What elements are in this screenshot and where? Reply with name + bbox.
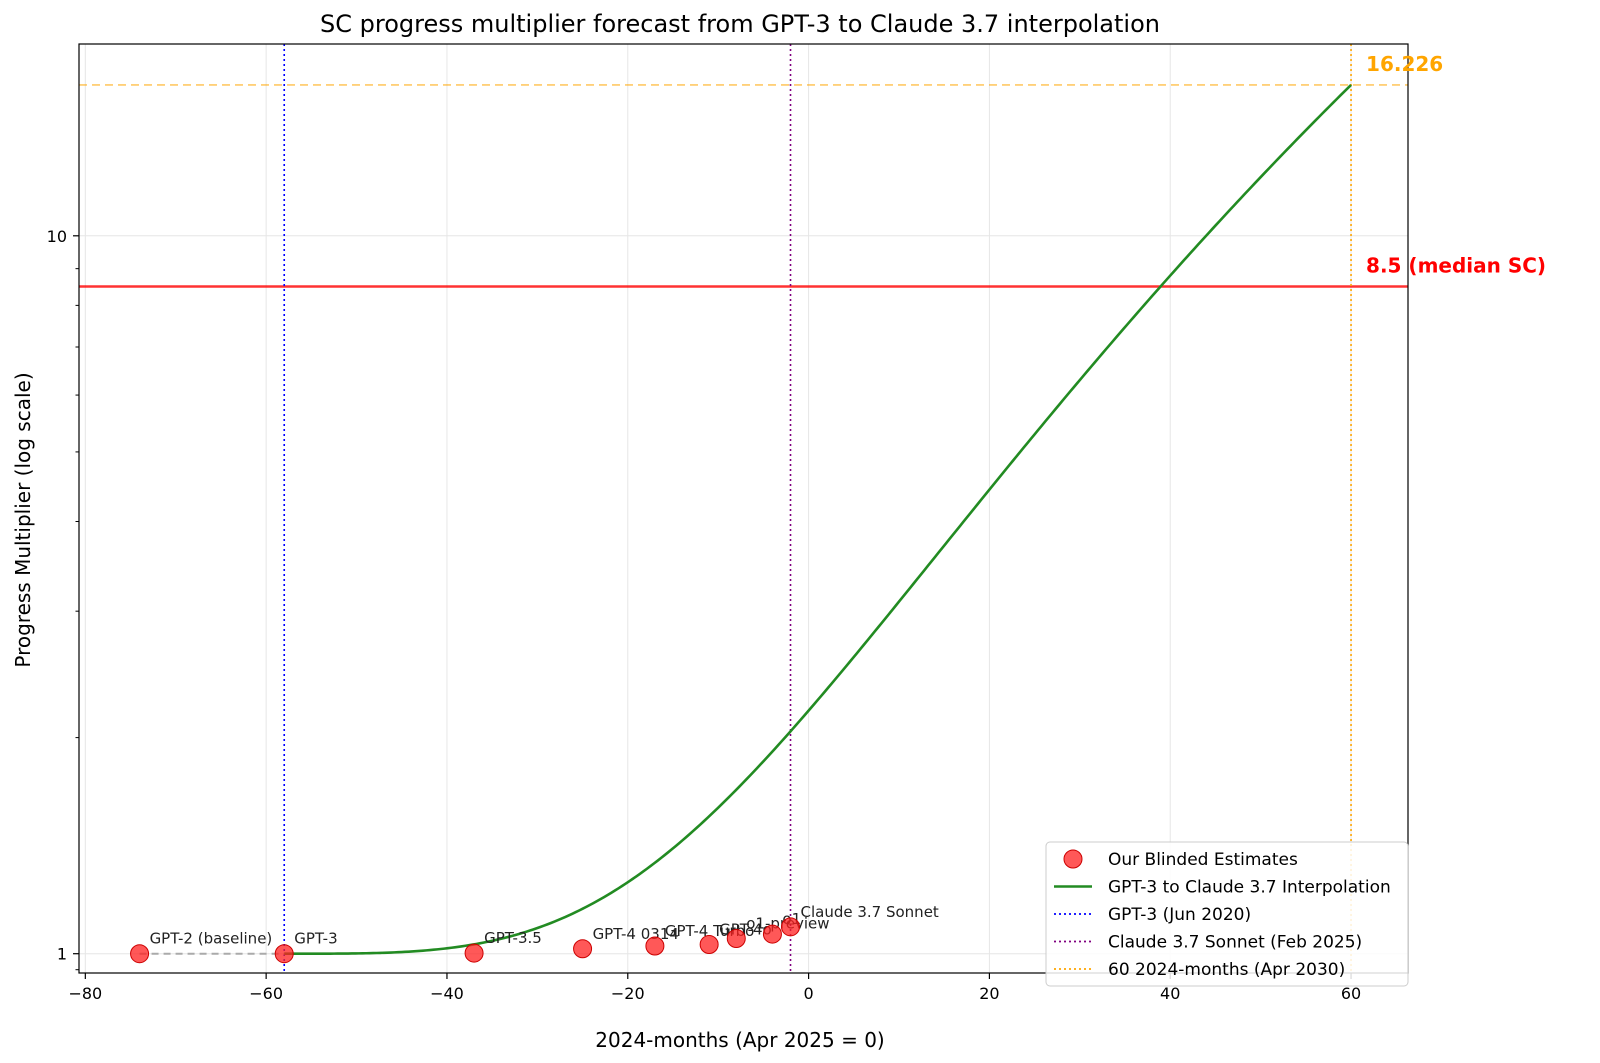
legend-label: Claude 3.7 Sonnet (Feb 2025): [1108, 933, 1362, 953]
data-point-label: GPT-3.5: [484, 929, 542, 947]
legend-box: [1045, 841, 1409, 987]
x-tick-label: 60: [1341, 984, 1361, 1003]
x-tick-label: −40: [430, 984, 464, 1003]
legend-label: GPT-3 (Jun 2020): [1108, 905, 1251, 925]
data-point: [645, 936, 665, 956]
interpolation-curve: [284, 83, 1352, 956]
data-point: [726, 928, 746, 948]
hline-annotation: 8.5 (median SC): [1366, 253, 1546, 277]
hline-annotation: 16.226: [1366, 52, 1443, 76]
data-point: [130, 944, 150, 964]
legend: Our Blinded Estimates GPT-3 to Claude 3.7…: [1045, 841, 1409, 987]
data-point: [781, 917, 801, 937]
x-tick-label: 40: [1160, 984, 1180, 1003]
y-tick-label: 10: [47, 227, 67, 246]
data-point-label: GPT-3: [294, 930, 337, 948]
plot-frame: [78, 43, 1409, 974]
x-axis-label: 2024-months (Apr 2025 = 0): [595, 1028, 884, 1052]
x-tick-label: 20: [979, 984, 999, 1003]
legend-label: Our Blinded Estimates: [1108, 850, 1298, 870]
x-tick-label: 0: [804, 984, 814, 1003]
x-tick-label: −60: [249, 984, 283, 1003]
x-tick-label: −20: [611, 984, 645, 1003]
data-point: [762, 924, 782, 944]
plot-content: [79, 44, 1408, 973]
data-point: [573, 939, 593, 959]
data-point-label: GPT-2 (baseline): [150, 930, 273, 948]
data-point: [699, 934, 719, 954]
legend-marker-points: [1063, 849, 1083, 869]
chart-title: SC progress multiplier forecast from GPT…: [320, 10, 1160, 38]
data-point: [274, 944, 294, 964]
x-tick-label: −80: [68, 984, 102, 1003]
data-point-label: Claude 3.7 Sonnet: [801, 903, 939, 921]
legend-label: 60 2024-months (Apr 2030): [1108, 960, 1345, 980]
data-point: [464, 943, 484, 963]
plot-area: GPT-2 (baseline) GPT-3 GPT-3.5 GPT-4 0314GP…: [47, 43, 1546, 1003]
legend-label: GPT-3 to Claude 3.7 Interpolation: [1108, 878, 1391, 898]
y-tick-label: 1: [57, 945, 67, 964]
y-axis-label: Progress Multiplier (log scale): [11, 372, 35, 667]
